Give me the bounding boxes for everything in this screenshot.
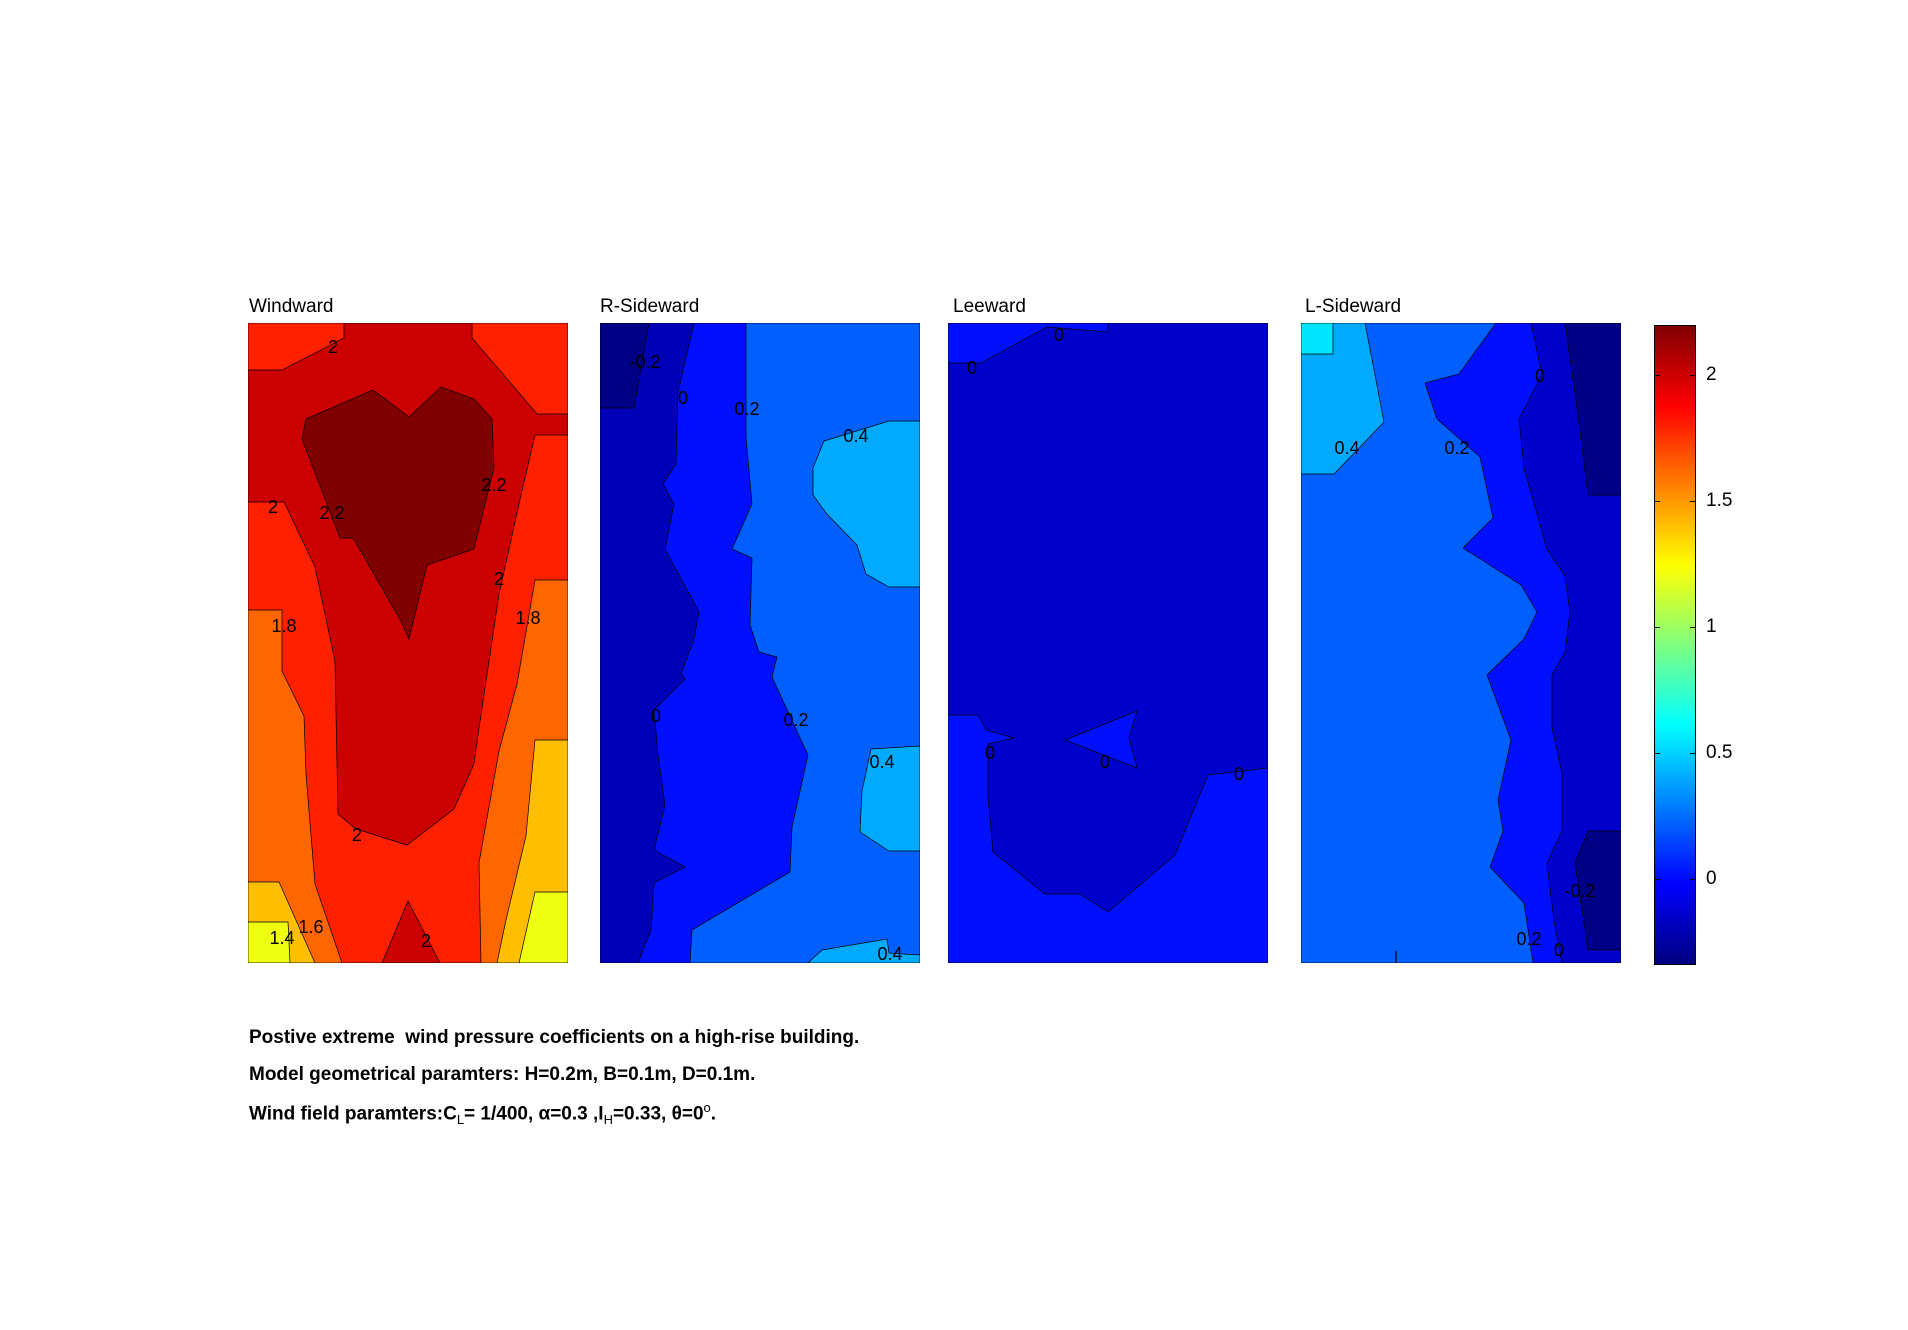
caption-3-sub-l: L <box>456 1112 465 1128</box>
colorbar-tick-mark <box>1654 501 1660 503</box>
level-1.2-1.4 <box>248 921 291 963</box>
level-above-2.2 <box>301 386 495 641</box>
caption-3-c: =0.33, θ=0 <box>612 1103 704 1125</box>
contour-label: 0.4 <box>1334 438 1359 458</box>
caption-3-sup: o <box>703 1100 711 1115</box>
colorbar-tick-mark <box>1690 501 1696 503</box>
caption-line-1: Postive extreme wind pressure coefficien… <box>249 1027 860 1048</box>
colorbar-tick-mark <box>1690 627 1696 629</box>
contour-label: 2 <box>268 497 278 517</box>
panel-title-leeward: Leeward <box>953 296 1026 317</box>
level-0-0.2 <box>1064 710 1138 769</box>
contour-label: 2.2 <box>319 503 344 523</box>
caption-3-d: . <box>710 1103 717 1125</box>
caption-3-a: Wind field paramters:C <box>249 1103 457 1125</box>
caption-3-sub-h: H <box>603 1112 613 1128</box>
level-below-neg0.2 <box>600 323 650 409</box>
r-sideward-contour-plot: -0.2 0 0.2 0.4 0 0.2 0.4 0.4 <box>600 323 920 963</box>
contour-label: 0 <box>678 388 688 408</box>
level-1.2-1.4 <box>518 891 568 963</box>
contour-label: 0.2 <box>1444 438 1469 458</box>
contour-label: 1.8 <box>515 608 540 628</box>
contour-label: 0 <box>1054 325 1064 345</box>
colorbar <box>1654 325 1696 965</box>
level-0.4-0.6 <box>1301 323 1385 475</box>
contour-label: 0 <box>651 706 661 726</box>
contour-label: 0 <box>1100 752 1110 772</box>
level-0-0.2 <box>948 714 1268 963</box>
colorbar-tick-mark <box>1690 879 1696 881</box>
colorbar-tick-label: 2 <box>1706 364 1717 386</box>
colorbar-tick-label: 1 <box>1706 616 1717 638</box>
colorbar-tick-mark <box>1690 753 1696 755</box>
panel-title-r-sideward: R-Sideward <box>600 296 700 317</box>
contour-label: 0.4 <box>877 944 902 963</box>
colorbar-tick-mark <box>1654 627 1660 629</box>
contour-label: 1.6 <box>298 917 323 937</box>
contour-label: 1.4 <box>269 928 294 948</box>
level-0.4-0.6 <box>859 745 920 852</box>
contour-label: 0.4 <box>843 426 868 446</box>
contour-label: 0.2 <box>783 710 808 730</box>
contour-label: 0 <box>1554 940 1564 960</box>
level-below-neg0.2 <box>1564 323 1621 496</box>
l-sideward-contour-plot: 0.4 0.2 0 -0.2 0.2 0 <box>1301 323 1621 963</box>
level-0-0.2 <box>948 323 1109 364</box>
contour-label: 0.2 <box>1516 929 1541 949</box>
level-2.0-2.2 <box>381 900 441 963</box>
level-0.6-0.8 <box>1301 323 1334 355</box>
caption-line-2: Model geometrical paramters: H=0.2m, B=0… <box>249 1064 756 1085</box>
contour-label: 2.2 <box>481 475 506 495</box>
contour-label: -0.2 <box>629 352 660 372</box>
colorbar-tick-mark <box>1654 753 1660 755</box>
contour-label: 0 <box>1535 366 1545 386</box>
level-neg0.2-0 <box>600 323 700 963</box>
colorbar-tick-mark <box>1690 375 1696 377</box>
contour-label: 0 <box>967 358 977 378</box>
contour-label: 0 <box>1234 764 1244 784</box>
colorbar-tick-label: 1.5 <box>1706 490 1733 512</box>
colorbar-tick-mark <box>1654 375 1660 377</box>
colorbar-tick-label: 0 <box>1706 868 1717 890</box>
panel-title-windward: Windward <box>249 296 334 317</box>
leeward-contour-plot: 0 0 0 0 0 <box>948 323 1268 963</box>
caption-line-3: Wind field paramters:CL= 1/400, α=0.3 ,I… <box>249 1100 716 1127</box>
contour-label: 0.2 <box>734 399 759 419</box>
panel-title-l-sideward: L-Sideward <box>1305 296 1402 317</box>
level-below-neg0.2 <box>1574 830 1621 951</box>
contour-label: 0 <box>985 743 995 763</box>
level-0.4-0.6 <box>807 938 920 963</box>
contour-label: 0.4 <box>869 752 894 772</box>
contour-label: 1.8 <box>271 616 296 636</box>
contour-label: -0.2 <box>1564 881 1595 901</box>
windward-contour-plot: 2 2 2.2 2.2 2 1.8 1.8 2 1.4 1.6 2 <box>248 323 568 963</box>
colorbar-tick-label: 0.5 <box>1706 742 1733 764</box>
contour-label: 2 <box>494 569 504 589</box>
level-0.4-0.6 <box>812 420 920 588</box>
contour-label: 2 <box>352 825 362 845</box>
colorbar-tick-mark <box>1654 879 1660 881</box>
contour-label: 2 <box>328 337 338 357</box>
caption-3-b: = 1/400, α=0.3 ,I <box>464 1103 604 1125</box>
contour-label: 2 <box>421 931 431 951</box>
